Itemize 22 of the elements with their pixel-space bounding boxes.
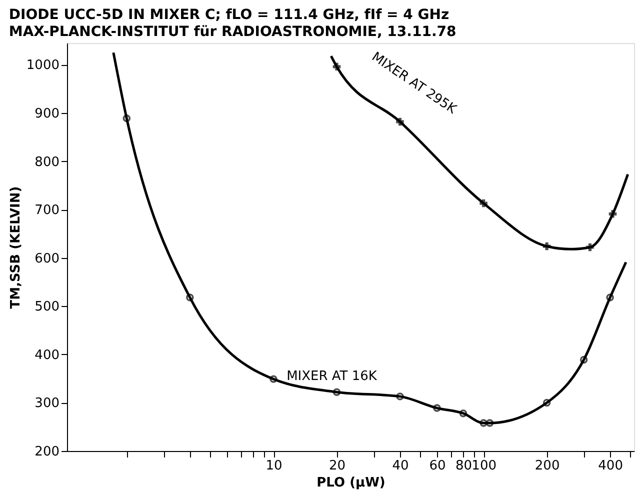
y-tick-label: 200 (34, 444, 60, 460)
y-tick-label: 900 (34, 106, 60, 122)
x-tick-label: 400 (598, 458, 623, 474)
y-tick-label: 500 (34, 300, 60, 315)
chart-subtitle: MAX-PLANCK-INSTITUT für RADIOASTRONOMIE, 13.11.78 (8, 24, 456, 40)
x-tick-label: 40 (392, 458, 409, 474)
y-tick-label: 1000 (26, 58, 60, 74)
x-tick-label: 10 (266, 458, 282, 474)
x-tick-label: 60 (429, 458, 446, 474)
x-tick-label: 80 (455, 458, 472, 474)
y-tick-label: 300 (34, 396, 60, 412)
y-tick-label: 400 (34, 348, 60, 363)
chart-title: DIODE UCC-5D IN MIXER C; fLO = 111.4 GHz, fIf = 4 GHz (8, 7, 450, 23)
x-axis-title: PLO (µW) (316, 476, 386, 490)
y-tick-label: 700 (34, 203, 60, 218)
y-tick-label: 800 (34, 154, 60, 170)
x-tick-label: 200 (534, 458, 560, 474)
x-tick-label: 20 (328, 458, 346, 474)
series-label: MIXER AT 16K (286, 369, 378, 384)
x-tick-label: 100 (472, 458, 496, 474)
y-axis-title: TM,SSB (KELVIN) (8, 186, 24, 309)
y-tick-label: 600 (34, 251, 60, 266)
